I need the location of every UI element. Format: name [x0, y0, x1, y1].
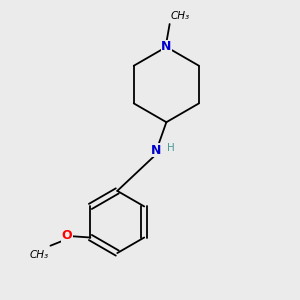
- Text: H: H: [167, 143, 175, 153]
- Text: CH₃: CH₃: [30, 250, 49, 260]
- Text: O: O: [61, 230, 72, 242]
- Text: CH₃: CH₃: [170, 11, 189, 21]
- Text: N: N: [161, 40, 172, 53]
- Text: N: N: [152, 143, 162, 157]
